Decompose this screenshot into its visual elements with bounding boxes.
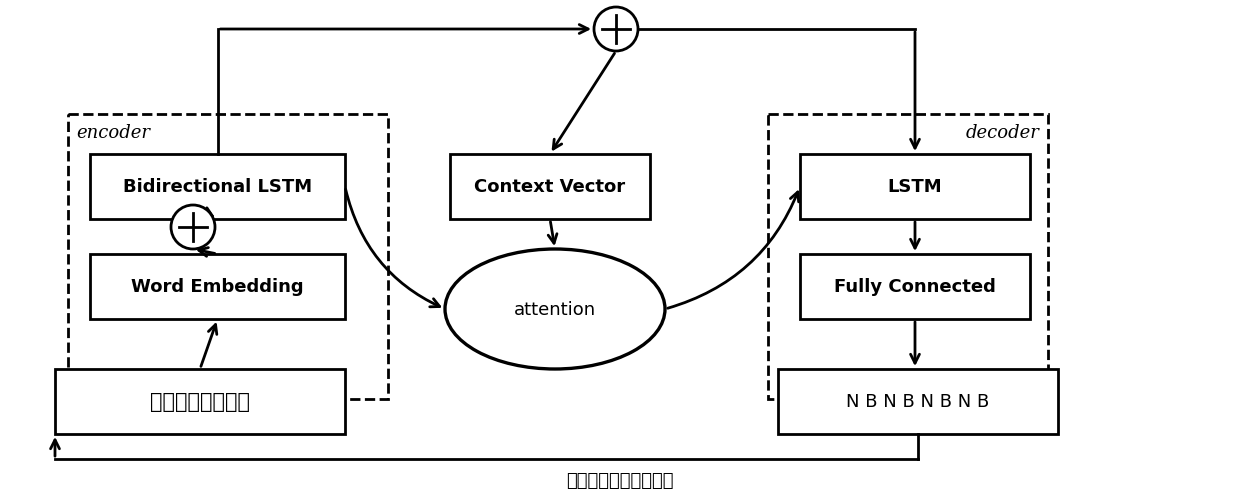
Text: Word Embedding: Word Embedding — [131, 278, 304, 296]
Bar — [450, 155, 650, 219]
Circle shape — [594, 8, 639, 52]
Text: Bidirectional LSTM: Bidirectional LSTM — [123, 178, 312, 196]
Text: Fully Connected: Fully Connected — [835, 278, 996, 296]
Bar — [768, 115, 1048, 399]
Circle shape — [171, 205, 215, 249]
Text: 上一级韵律结构的输出: 上一级韵律结构的输出 — [567, 471, 673, 489]
Bar — [55, 369, 345, 434]
Ellipse shape — [445, 249, 665, 369]
Text: encoder: encoder — [76, 124, 150, 142]
Text: decoder: decoder — [966, 124, 1040, 142]
Bar — [91, 155, 345, 219]
Text: Context Vector: Context Vector — [475, 178, 625, 196]
Text: LSTM: LSTM — [888, 178, 942, 196]
Bar — [91, 255, 345, 319]
Bar — [800, 255, 1030, 319]
Text: attention: attention — [513, 301, 596, 318]
Text: 中文语音合成系统: 中文语音合成系统 — [150, 392, 250, 412]
Bar — [800, 155, 1030, 219]
Text: N B N B N B N B: N B N B N B N B — [847, 393, 990, 411]
Bar — [777, 369, 1058, 434]
Bar — [68, 115, 388, 399]
